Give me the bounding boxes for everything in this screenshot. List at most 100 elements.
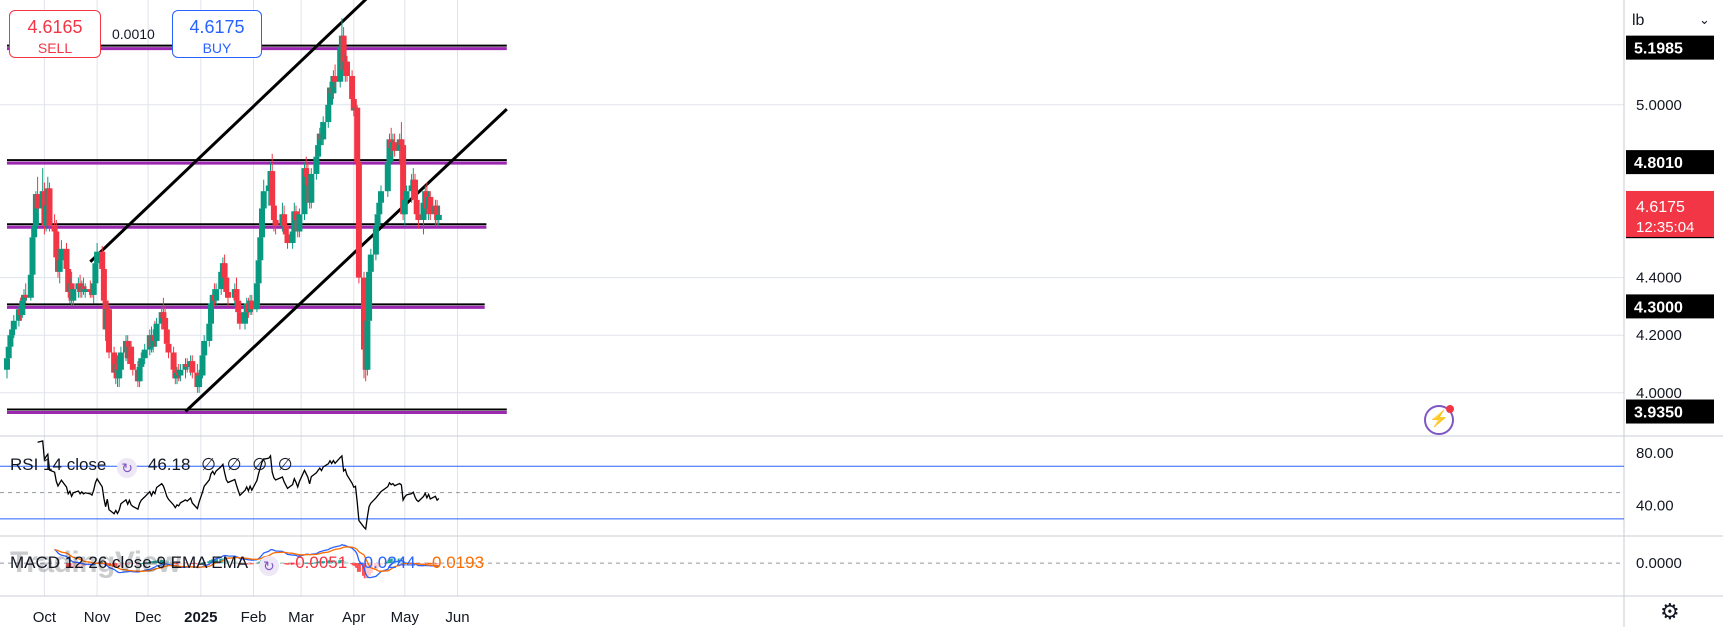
candle-body: [434, 205, 441, 220]
rsi-tick-label: 80.00: [1636, 445, 1674, 462]
macd-histogram-bar: [214, 559, 219, 564]
candle-body: [304, 176, 311, 186]
candle-body: [82, 289, 89, 292]
unit-selector[interactable]: lb: [1632, 12, 1645, 29]
macd-histogram-bar: [333, 560, 338, 564]
spread-value: 0.0010: [112, 26, 155, 42]
candle-body: [213, 289, 220, 301]
candle-body: [87, 289, 94, 292]
macd-line: [54, 543, 439, 579]
candle-body: [354, 107, 361, 163]
candle-body: [56, 260, 63, 272]
candle-body: [116, 369, 123, 379]
candle-body: [308, 173, 315, 203]
macd-histogram-bar: [234, 562, 239, 564]
macd-histogram-bar: [379, 563, 383, 565]
candle-body: [281, 214, 288, 226]
candle-body: [208, 303, 214, 324]
rsi-line: [37, 440, 440, 531]
time-axis-label: 2025: [184, 609, 217, 626]
macd-title: MACD 12 26 close 9 EMA EMA: [10, 553, 249, 572]
macd-histogram-bar: [71, 563, 76, 568]
candle-body: [94, 251, 101, 264]
macd-histogram-bar: [118, 563, 123, 567]
candle-body: [349, 76, 356, 100]
rsi-extra-4: ∅: [277, 455, 293, 474]
candle-body: [386, 139, 393, 163]
candle-body: [272, 220, 279, 226]
candle-body: [408, 185, 415, 192]
candle-body: [129, 364, 136, 370]
candle-body: [138, 358, 145, 367]
candle-body: [427, 196, 434, 215]
candle-body: [384, 162, 391, 192]
rsi-title: RSI 14 close: [10, 455, 107, 474]
macd-histogram-bar: [345, 562, 349, 564]
price-tick-label: 4.2000: [1636, 327, 1682, 344]
candle-body: [332, 76, 339, 82]
candle-body: [242, 312, 248, 324]
candle-body: [233, 289, 240, 301]
candle-body: [366, 271, 373, 321]
macd-histogram-bar: [280, 562, 285, 564]
macd-histogram-bar: [197, 563, 202, 565]
indicator-settings-icon[interactable]: ↻: [258, 556, 279, 576]
macd-histogram-bar: [254, 563, 259, 565]
candle-body: [293, 211, 299, 220]
sell-button[interactable]: 4.6165 SELL: [9, 10, 101, 58]
candle-body: [435, 214, 442, 220]
candle-body: [269, 171, 276, 206]
candle-body: [9, 329, 16, 336]
candle-body: [111, 352, 118, 373]
gear-icon[interactable]: ⚙: [1660, 599, 1680, 624]
candle-body: [46, 188, 53, 226]
candle-body: [255, 260, 262, 284]
candle-body: [340, 35, 347, 71]
rsi-extra-1: ∅: [201, 455, 216, 474]
candle-body: [141, 349, 148, 359]
candle-body: [420, 202, 427, 220]
candle-body: [51, 225, 58, 232]
price-tick-label: 4.0000: [1636, 385, 1682, 402]
candle-body: [289, 231, 296, 244]
candle-body: [136, 366, 143, 382]
candle-body: [296, 214, 303, 232]
candle-body: [400, 145, 407, 215]
candle-body: [170, 352, 177, 370]
chevron-down-icon[interactable]: ⌄: [1699, 12, 1710, 27]
countdown-label: 12:35:04: [1636, 219, 1694, 236]
macd-histogram-bar: [130, 563, 135, 565]
rsi-value: 46.18: [147, 455, 191, 474]
rsi-legend[interactable]: RSI 14 close ↻ 46.18 ∅ ∅ ∅ ∅: [10, 455, 299, 478]
candle-body: [196, 375, 203, 388]
macd-hist-value: -0.0051: [289, 553, 348, 572]
macd-line-value: -0.0244: [357, 553, 416, 572]
rsi-extra-2: ∅: [226, 455, 242, 474]
candle-body: [259, 208, 265, 238]
macd-histogram-bar: [309, 562, 314, 564]
indicator-settings-icon[interactable]: ↻: [117, 458, 138, 478]
sell-label: SELL: [37, 40, 73, 56]
macd-histogram-bar: [190, 563, 195, 565]
macd-histogram-bar: [200, 562, 205, 564]
macd-histogram-bar: [166, 561, 171, 564]
level-tag-label: 4.3000: [1634, 299, 1683, 316]
candle-body: [412, 179, 418, 200]
buy-button[interactable]: 4.6175 BUY: [172, 10, 262, 58]
candle-body: [401, 199, 408, 215]
candle-body: [367, 254, 374, 272]
candle-body: [189, 361, 196, 373]
trendline: [184, 108, 508, 413]
candle-body: [7, 335, 14, 347]
candle-body: [403, 191, 410, 200]
candle-body: [29, 237, 36, 275]
candle-body: [364, 320, 371, 370]
sell-price: 4.6165: [27, 17, 83, 37]
macd-legend[interactable]: MACD 12 26 close 9 EMA EMA ↻ -0.0051 -0.…: [10, 553, 490, 576]
candle-body: [206, 323, 213, 341]
candle-body: [337, 47, 344, 82]
candle-body: [160, 312, 167, 318]
time-axis-label: Dec: [135, 609, 162, 626]
candle-body: [63, 248, 70, 269]
